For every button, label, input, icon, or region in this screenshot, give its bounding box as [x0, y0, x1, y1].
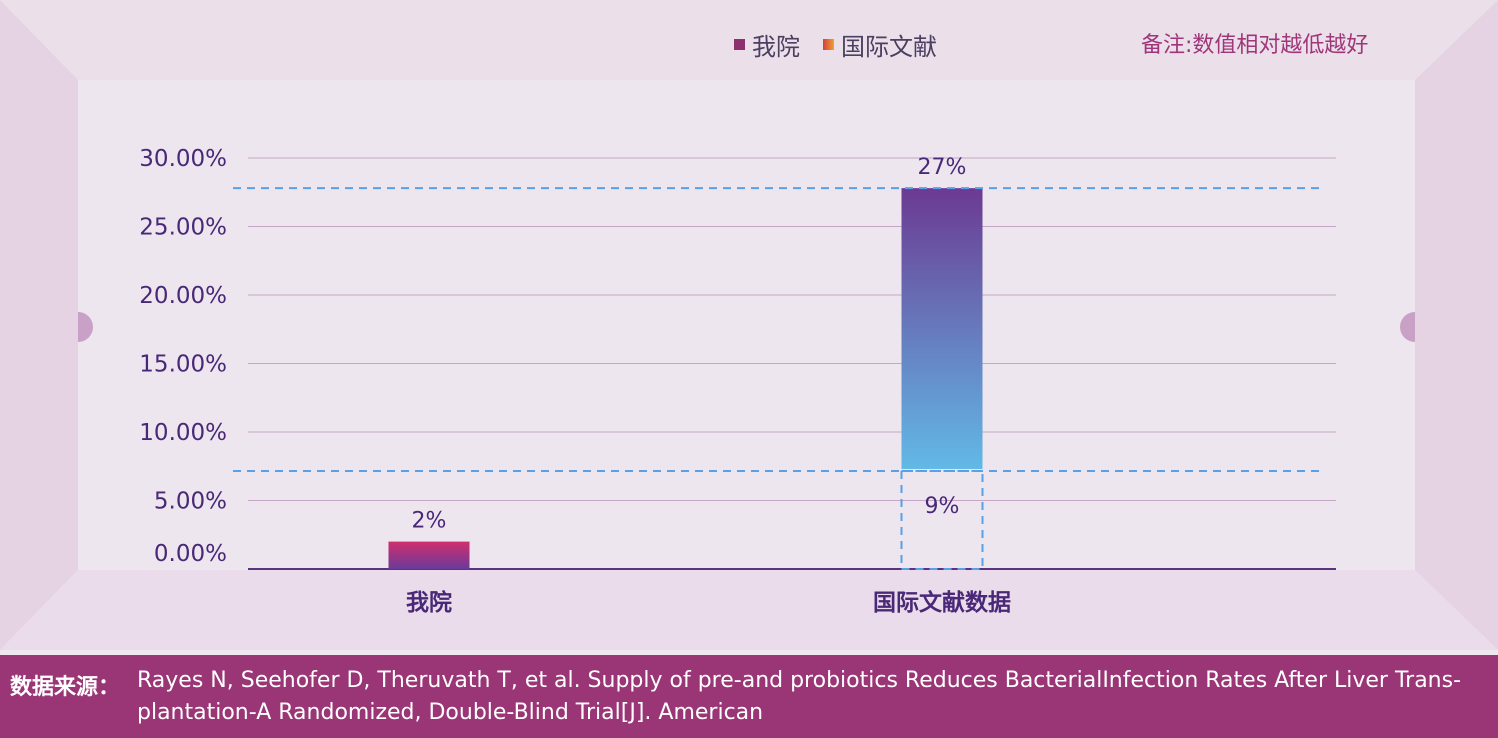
left-tab [78, 312, 93, 342]
chart-svg: 0.00% 5.00% 10.00% 15.00% 20.00% 25.00% 30.00%… [0, 0, 1498, 650]
data-label: 27% [918, 155, 967, 180]
source-citation: Rayes N, Seehofer D, Theruvath T, et al.… [137, 668, 1462, 725]
data-label: 9% [925, 494, 960, 519]
y-axis: 0.00% 5.00% 10.00% 15.00% 20.00% 25.00% 30.00% [139, 146, 227, 567]
legend-swatch-hospital [734, 39, 745, 50]
data-labels: 2% 27% 9% [412, 155, 967, 533]
bar-hospital [388, 541, 470, 569]
source-footer: 数据来源： Rayes N, Seehofer D, Theruvath T, … [0, 655, 1498, 738]
data-label: 2% [412, 509, 447, 534]
y-tick-label: 20.00% [139, 283, 227, 309]
frame-top [0, 0, 1498, 80]
frame-bottom [0, 570, 1498, 650]
x-axis: 我院 国际文献数据 [406, 589, 1011, 616]
legend-label-hospital: 我院 [752, 33, 800, 61]
y-tick-label: 25.00% [139, 215, 227, 241]
bar-literature [901, 188, 983, 469]
bars [388, 188, 983, 569]
chart-panel [78, 80, 1415, 570]
y-tick-label: 10.00% [139, 420, 227, 446]
legend-item-hospital: 我院 [734, 27, 800, 62]
guides [233, 187, 1325, 570]
legend-label-literature: 国际文献 [841, 33, 937, 61]
x-tick-label: 我院 [406, 589, 452, 616]
placeholder-box [900, 469, 984, 570]
y-tick-label: 30.00% [139, 146, 227, 172]
y-tick-label: 15.00% [139, 352, 227, 378]
frame-right [1415, 0, 1498, 650]
y-tick-label: 0.00% [154, 541, 227, 567]
legend-item-literature: 国际文献 [823, 27, 937, 62]
chart-stage: 0.00% 5.00% 10.00% 15.00% 20.00% 25.00% 30.00%… [0, 0, 1498, 650]
right-tab [1400, 312, 1415, 342]
frame-left [0, 0, 78, 650]
chart-note: 备注:数值相对越低越好 [1141, 33, 1369, 58]
y-tick-label: 5.00% [154, 489, 227, 515]
x-tick-label: 国际文献数据 [873, 589, 1011, 616]
source-label: 数据来源： [10, 675, 121, 700]
legend-swatch-literature [823, 39, 834, 50]
